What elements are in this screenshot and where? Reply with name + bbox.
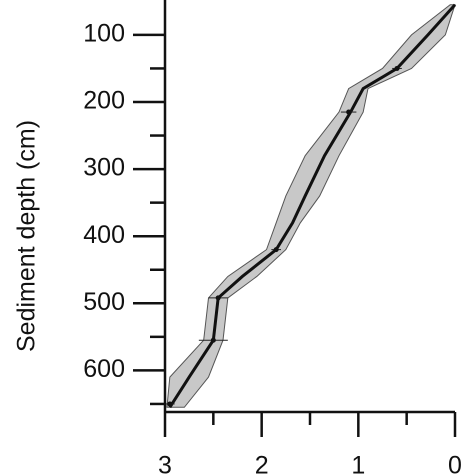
date-point: [394, 65, 400, 71]
date-point: [346, 109, 352, 115]
date-point: [273, 247, 279, 253]
date-point: [167, 401, 173, 407]
x-tick-label: 1: [351, 452, 365, 474]
plot-area: [165, 3, 457, 409]
date-point: [215, 295, 221, 301]
y-tick-label: 500: [83, 288, 125, 316]
age-envelope: [166, 4, 456, 408]
y-tick-label: 400: [83, 221, 125, 249]
median-line: [168, 3, 457, 409]
y-tick-label: 300: [83, 154, 125, 182]
y-tick-label: 600: [83, 355, 125, 383]
y-axis-label: Sediment depth (cm): [13, 120, 41, 352]
date-point: [210, 337, 216, 343]
x-tick-label: 2: [255, 452, 269, 474]
x-tick-label: 3: [158, 452, 172, 474]
y-tick-label: 200: [83, 87, 125, 115]
y-tick-label: 100: [83, 20, 125, 48]
x-tick-label: 0: [448, 452, 462, 474]
